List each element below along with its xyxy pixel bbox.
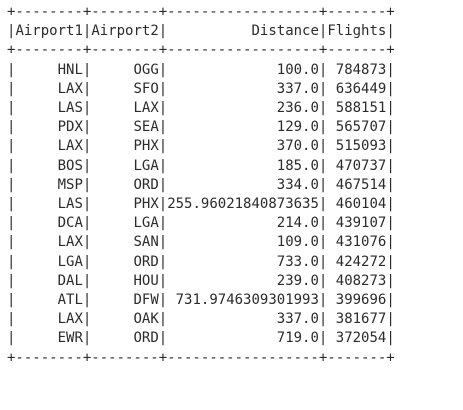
table-cell-airport2: SAN (91, 234, 159, 251)
table-row: | HNL| OGG| 100.0| 784873| (7, 61, 395, 78)
table-cell-airport2: ORD (91, 330, 159, 347)
table-cell-distance: 370.0 (167, 138, 319, 155)
table-cell-airport1: LGA (15, 253, 83, 270)
table-cell-airport2: PHX (91, 138, 159, 155)
table-cell-distance: 239.0 (167, 272, 319, 289)
table-cell-flights: 467514 (327, 176, 387, 193)
table-row: | DAL| HOU| 239.0| 408273| (7, 272, 395, 289)
table-cell-flights: 565707 (327, 119, 387, 136)
table-cell-airport2: ORD (91, 176, 159, 193)
table-row: | EWR| ORD| 719.0| 372054| (7, 330, 395, 347)
table-cell-airport1: LAS (15, 100, 83, 117)
table-row: | LAS| LAX| 236.0| 588151| (7, 100, 395, 117)
table-cell-distance: 100.0 (167, 61, 319, 78)
table-row: | PDX| SEA| 129.0| 565707| (7, 119, 395, 136)
table-cell-airport1: EWR (15, 330, 83, 347)
table-cell-flights: 515093 (327, 138, 387, 155)
table-cell-airport2: SFO (91, 80, 159, 97)
table-row: | DCA| LGA| 214.0| 439107| (7, 215, 395, 232)
table-cell-airport2: HOU (91, 272, 159, 289)
table-cell-airport2: ORD (91, 253, 159, 270)
table-cell-distance: 731.9746309301993 (167, 292, 319, 309)
table-body: | HNL| OGG| 100.0| 784873| | LAX| SFO| 33… (7, 61, 463, 349)
table-cell-airport1: HNL (15, 61, 83, 78)
table-cell-flights: 460104 (327, 196, 387, 213)
table-cell-distance: 255.96021840873635 (167, 196, 319, 213)
table-header-row: |Airport1|Airport2| Distance|Flights| (7, 23, 395, 40)
table-cell-flights: 372054 (327, 330, 387, 347)
table-cell-airport1: MSP (15, 176, 83, 193)
table-cell-flights: 470737 (327, 157, 387, 174)
table-cell-airport1: BOS (15, 157, 83, 174)
table-row: | LAX| OAK| 337.0| 381677| (7, 311, 395, 328)
dataframe-output: +--------+--------+------------------+--… (7, 4, 463, 366)
table-cell-airport1: LAX (15, 80, 83, 97)
table-cell-airport1: DCA (15, 215, 83, 232)
table-cell-airport2: DFW (91, 292, 159, 309)
table-row: | LAS| PHX|255.96021840873635| 460104| (7, 196, 395, 213)
table-cell-flights: 439107 (327, 215, 387, 232)
table-cell-airport1: LAX (15, 311, 83, 328)
table-cell-flights: 636449 (327, 80, 387, 97)
table-row: | ATL| DFW| 731.9746309301993| 399696| (7, 292, 395, 309)
header-distance: Distance (167, 23, 319, 40)
table-cell-distance: 236.0 (167, 100, 319, 117)
table-cell-distance: 214.0 (167, 215, 319, 232)
header-airport2: Airport2 (91, 23, 159, 40)
table-cell-airport1: LAX (15, 234, 83, 251)
table-cell-airport1: DAL (15, 272, 83, 289)
table-cell-flights: 431076 (327, 234, 387, 251)
table-cell-airport2: LAX (91, 100, 159, 117)
table-cell-airport2: LGA (91, 157, 159, 174)
table-cell-flights: 399696 (327, 292, 387, 309)
table-cell-distance: 109.0 (167, 234, 319, 251)
table-border-top: +--------+--------+------------------+--… (7, 4, 395, 20)
table-row: | LGA| ORD| 733.0| 424272| (7, 253, 395, 270)
header-airport1: Airport1 (15, 23, 83, 40)
table-cell-distance: 719.0 (167, 330, 319, 347)
table-cell-flights: 381677 (327, 311, 387, 328)
table-cell-distance: 129.0 (167, 119, 319, 136)
table-cell-airport1: ATL (15, 292, 83, 309)
table-row: | MSP| ORD| 334.0| 467514| (7, 176, 395, 193)
table-cell-distance: 733.0 (167, 253, 319, 270)
table-row: | BOS| LGA| 185.0| 470737| (7, 157, 395, 174)
table-cell-flights: 588151 (327, 100, 387, 117)
table-cell-distance: 334.0 (167, 176, 319, 193)
table-cell-airport1: LAX (15, 138, 83, 155)
table-cell-flights: 408273 (327, 272, 387, 289)
table-border-header: +--------+--------+------------------+--… (7, 42, 395, 59)
table-cell-distance: 337.0 (167, 80, 319, 97)
header-flights: Flights (327, 23, 387, 40)
table-cell-distance: 337.0 (167, 311, 319, 328)
table-cell-flights: 424272 (327, 253, 387, 270)
table-cell-airport2: LGA (91, 215, 159, 232)
table-cell-airport2: SEA (91, 119, 159, 136)
table-row: | LAX| SAN| 109.0| 431076| (7, 234, 395, 251)
table-row: | LAX| PHX| 370.0| 515093| (7, 138, 395, 155)
table-cell-flights: 784873 (327, 61, 387, 78)
table-cell-distance: 185.0 (167, 157, 319, 174)
table-cell-airport1: PDX (15, 119, 83, 136)
table-cell-airport1: LAS (15, 196, 83, 213)
table-cell-airport2: OGG (91, 61, 159, 78)
table-border-bottom: +--------+--------+------------------+--… (7, 349, 395, 366)
table-cell-airport2: OAK (91, 311, 159, 328)
table-cell-airport2: PHX (91, 196, 159, 213)
table-row: | LAX| SFO| 337.0| 636449| (7, 80, 395, 97)
